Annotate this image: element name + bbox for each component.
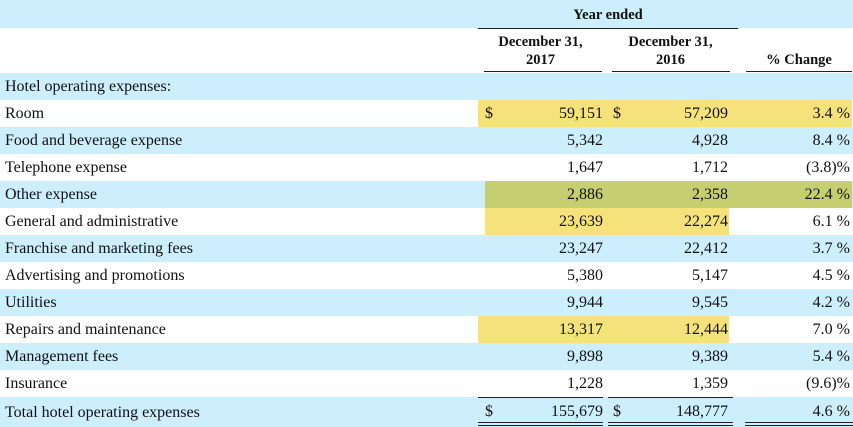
- value-2017: 1,647: [567, 159, 603, 176]
- total-change: 4.6 %: [812, 403, 850, 420]
- value-change: 8.4 %: [812, 132, 850, 149]
- row-label: Utilities: [5, 294, 57, 311]
- value-2016: 1,712: [692, 159, 728, 176]
- value-change: 3.4 %: [812, 105, 850, 122]
- row-label: Management fees: [5, 348, 119, 365]
- row-label: Other expense: [5, 186, 97, 203]
- total-double-rule-2016: [608, 425, 733, 426]
- total-2016: 148,777: [676, 403, 728, 420]
- total-double-rule-change: [745, 422, 853, 423]
- dollar-sign: $: [613, 105, 621, 122]
- section-title: Hotel operating expenses:: [5, 78, 172, 95]
- value-2017: 13,317: [559, 321, 603, 338]
- highlight-general-admin: [485, 208, 729, 235]
- row-label: Food and beverage expense: [5, 132, 183, 149]
- row-label: Telephone expense: [5, 159, 127, 176]
- value-2017: 23,639: [559, 213, 603, 230]
- row-band: [0, 235, 853, 262]
- value-2017: 5,380: [567, 267, 603, 284]
- total-double-rule-2016: [608, 422, 733, 423]
- value-2017: 1,228: [567, 375, 603, 392]
- header-band: [0, 0, 853, 28]
- total-double-rule-2017: [478, 425, 603, 426]
- value-2016: 57,209: [684, 105, 728, 122]
- value-2016: 1,359: [692, 375, 728, 392]
- subtotal-rule-2017: [478, 397, 603, 398]
- year-ended-header: Year ended: [573, 7, 643, 23]
- value-change: 6.1 %: [812, 213, 850, 230]
- value-change: (3.8)%: [806, 159, 850, 176]
- value-2017: 2,886: [567, 186, 603, 203]
- row-band: [0, 127, 853, 154]
- dollar-sign: $: [485, 403, 493, 420]
- value-2017: 23,247: [559, 240, 603, 257]
- value-2017: 9,944: [567, 294, 603, 311]
- col-change-rule: [746, 71, 852, 72]
- value-2016: 5,147: [692, 267, 728, 284]
- row-label: Advertising and promotions: [5, 267, 185, 284]
- header-rule: [478, 28, 738, 29]
- row-label: Room: [5, 105, 45, 122]
- value-2016: 2,358: [692, 186, 728, 203]
- highlight-repairs: [478, 316, 729, 343]
- row-band: [0, 289, 853, 316]
- total-label: Total hotel operating expenses: [5, 404, 200, 421]
- value-change: 3.7 %: [812, 240, 850, 257]
- value-2016: 22,412: [684, 240, 728, 257]
- value-2017: 9,898: [567, 348, 603, 365]
- row-label: Repairs and maintenance: [5, 321, 166, 338]
- value-2016: 9,389: [692, 348, 728, 365]
- col-2017-header-line1: December 31,: [498, 34, 583, 50]
- total-double-rule-change: [745, 425, 853, 426]
- value-2016: 4,928: [692, 132, 728, 149]
- col-change-header: % Change: [766, 52, 832, 68]
- value-change: 5.4 %: [812, 348, 850, 365]
- value-change: 4.2 %: [812, 294, 850, 311]
- total-2017: 155,679: [551, 403, 603, 420]
- total-double-rule-2017: [478, 422, 603, 423]
- value-2017: 5,342: [567, 132, 603, 149]
- value-2017: 59,151: [559, 105, 603, 122]
- col-2017-rule: [484, 71, 602, 72]
- col-2016-header-line1: December 31,: [628, 34, 713, 50]
- subtotal-rule-2016: [608, 397, 733, 398]
- value-change: 7.0 %: [812, 321, 850, 338]
- value-change: 4.5 %: [812, 267, 850, 284]
- dollar-sign: $: [485, 105, 493, 122]
- highlight-room: [478, 100, 852, 127]
- row-band: [0, 73, 853, 100]
- col-2016-rule: [612, 71, 730, 72]
- row-label: Insurance: [5, 375, 68, 392]
- highlight-other-expense: [485, 181, 852, 208]
- value-2016: 9,545: [692, 294, 728, 311]
- value-2016: 12,444: [684, 321, 728, 338]
- col-2016-header-line2: 2016: [656, 52, 685, 68]
- col-2017-header-line2: 2017: [526, 52, 555, 68]
- dollar-sign: $: [613, 403, 621, 420]
- value-change: 22.4 %: [804, 186, 850, 203]
- row-band: [0, 343, 853, 370]
- value-change: (9.6)%: [806, 375, 850, 392]
- value-2016: 22,274: [684, 213, 728, 230]
- row-label: Franchise and marketing fees: [5, 240, 193, 257]
- row-label: General and administrative: [5, 213, 179, 230]
